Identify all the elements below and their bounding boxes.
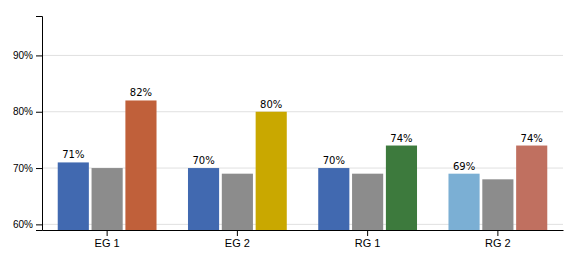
bar [58,162,89,230]
grid-line [42,111,563,112]
data-label: 80% [260,99,282,110]
y-axis: 60% 70% 80% 90% [13,17,43,231]
bar [256,112,287,230]
chart: 71% 70% 70% 69% 82% 80% 74% 74% 60% 70% 80% 90% EG 1… [0,0,575,258]
tick: 70% [13,163,42,174]
tick: 90% [13,50,42,61]
bar [448,174,479,230]
tick: RG 1 [355,230,381,249]
bar [125,100,156,230]
tick-label: EG 2 [225,237,250,249]
data-label: 82% [130,87,152,98]
tick-label: 80% [13,106,33,117]
tick: 60% [13,219,42,230]
tick-mark [107,230,108,236]
tick: RG 2 [485,230,511,249]
bar [222,174,253,230]
bar [318,168,349,230]
tick-mark [36,55,42,56]
tick: EG 1 [95,230,120,249]
data-label: 70% [323,155,345,166]
bar [482,179,513,230]
data-label: 74% [390,133,412,144]
tick-label: 60% [13,219,33,230]
bar [352,174,383,230]
data-label: 70% [192,155,214,166]
tick-mark [36,224,42,225]
tick: EG 2 [225,230,250,249]
tick: 80% [13,106,42,117]
tick-mark [36,168,42,169]
plot: 71% 70% 70% 69% 82% 80% 74% 74% 60% 70% 80% 90% EG 1… [13,17,564,249]
tick-mark [237,230,238,236]
data-label: 71% [62,149,84,160]
axis-line [36,17,43,231]
tick-mark [497,230,498,236]
tick-mark [367,230,368,236]
tick-label: RG 1 [355,237,381,249]
tick-label: 90% [13,50,33,61]
bars [58,100,548,230]
tick-label: EG 1 [95,237,120,249]
bar [92,168,123,230]
data-labels: 71% 70% 70% 69% 82% 80% 74% 74% [62,87,543,171]
bar [386,146,417,230]
series [125,100,547,230]
tick-label: 70% [13,163,33,174]
tick-label: RG 2 [485,237,511,249]
data-label: 69% [453,161,475,172]
x-axis: EG 1 EG 2 RG 1 RG 2 [43,230,564,249]
data-label: 74% [521,133,543,144]
bar [188,168,219,230]
axis-line [43,230,564,231]
bar [516,146,547,230]
tick-mark [36,112,42,113]
grid-line [42,55,563,56]
